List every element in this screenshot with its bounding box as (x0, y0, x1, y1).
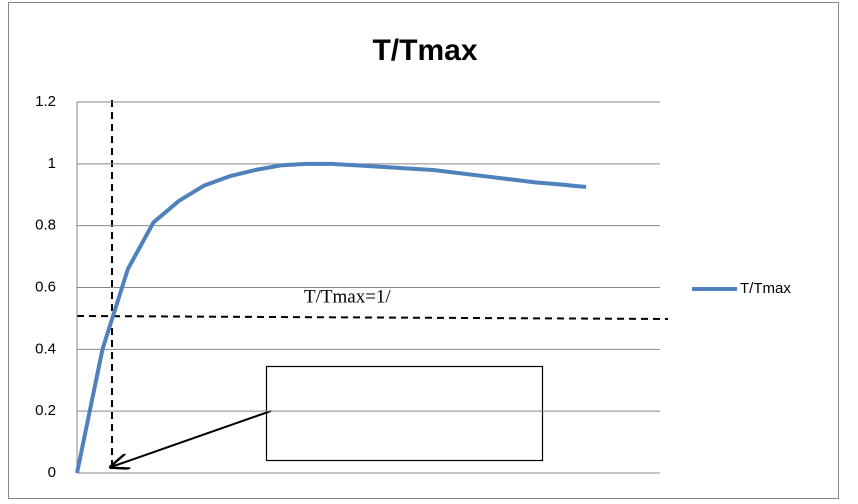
legend-label: T/Tmax (740, 280, 791, 297)
y-tick-label: 0.8 (35, 217, 56, 234)
y-tick-label: 0.6 (35, 278, 56, 295)
annotation: T/Tmax=1/ (304, 286, 391, 307)
y-tick-label: 0.4 (35, 340, 56, 357)
y-tick-label: 0 (48, 464, 56, 481)
line-series (75, 161, 587, 474)
y-tick-label: 1 (48, 155, 56, 172)
arrow (111, 410, 272, 467)
chart-title: T/Tmax (372, 34, 477, 67)
y-tick-label: 1.2 (35, 93, 56, 110)
guide-line (76, 315, 669, 320)
annotation-box (265, 365, 544, 462)
y-tick-label: 0.2 (35, 402, 56, 419)
